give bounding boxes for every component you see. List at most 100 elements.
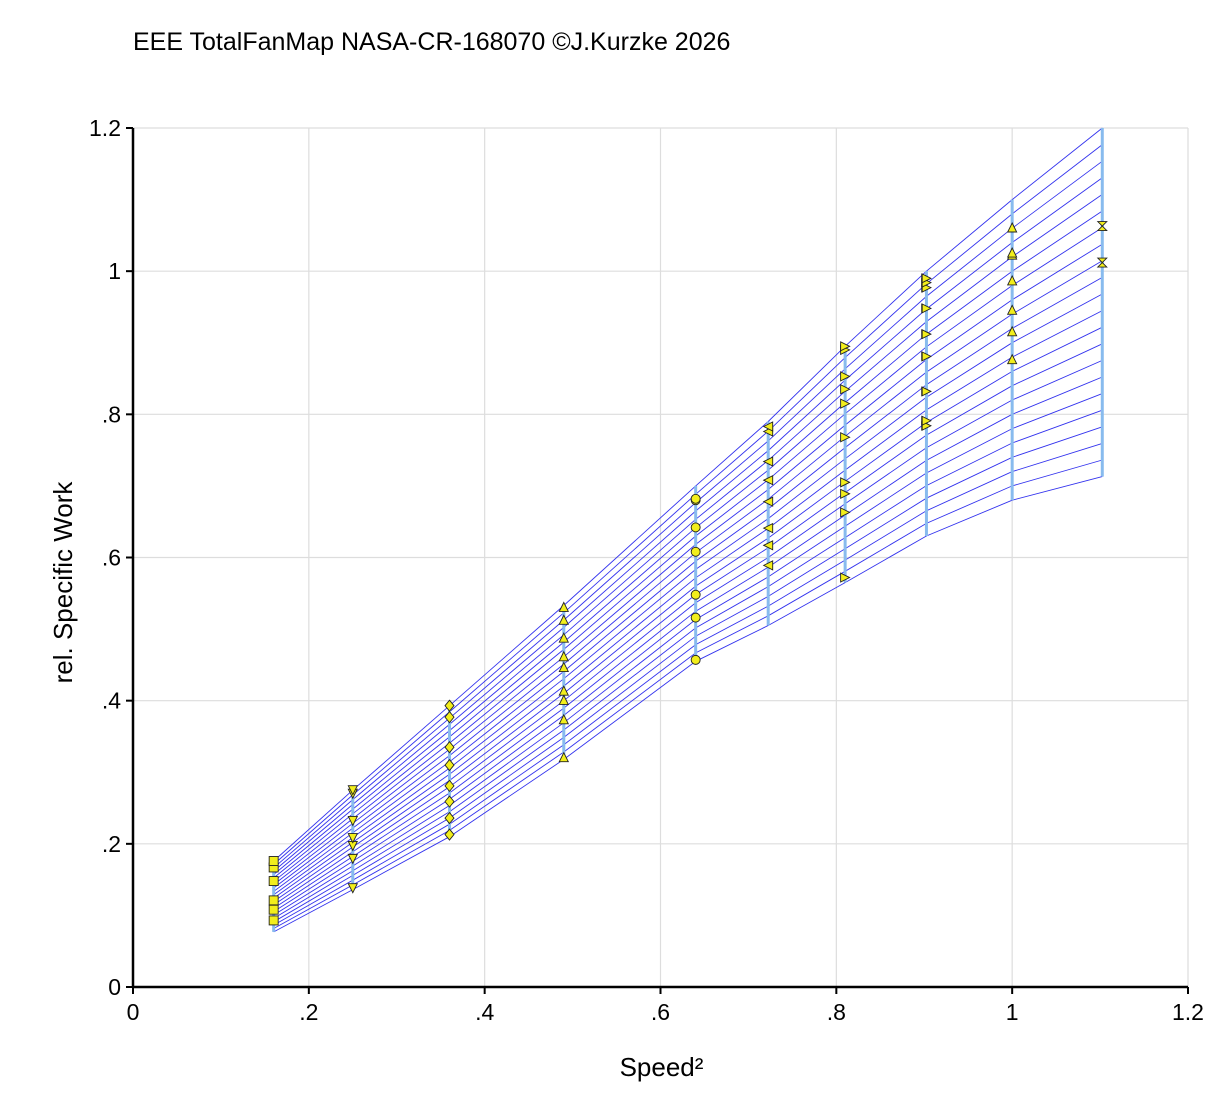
x-tick-label: .8: [827, 999, 846, 1025]
data-point: [444, 779, 455, 793]
data-point: [840, 384, 851, 395]
y-tick-label: .4: [102, 688, 121, 714]
data-point: [1006, 353, 1018, 365]
data-point: [840, 432, 851, 443]
beta-line: [273, 393, 1103, 916]
data-point: [268, 904, 279, 915]
data-point: [444, 828, 455, 841]
chart-title: EEE TotalFanMap NASA-CR-168070 ©J.Kurzke…: [133, 28, 731, 56]
data-point: [444, 795, 455, 808]
beta-line: [273, 293, 1103, 896]
beta-line: [273, 277, 1103, 892]
data-point: [558, 685, 570, 696]
data-point: [347, 815, 359, 827]
data-point: [840, 488, 851, 500]
data-point: [762, 540, 774, 551]
data-point: [347, 883, 359, 894]
data-point: [1006, 221, 1018, 233]
beta-line: [273, 260, 1103, 889]
data-point: [268, 895, 279, 906]
beta-lines: [273, 127, 1103, 933]
y-tick-label: .6: [102, 545, 121, 571]
data-point: [690, 654, 701, 665]
data-point: [840, 398, 851, 409]
x-axis-label: Speed²: [620, 1052, 704, 1082]
beta-line: [273, 459, 1103, 929]
x-tick-label: .2: [299, 999, 318, 1025]
beta-line: [273, 426, 1103, 923]
beta-line: [273, 177, 1103, 872]
beta-line: [273, 144, 1103, 865]
data-point: [840, 371, 851, 382]
y-tick-label: .2: [102, 831, 121, 857]
beta-line: [273, 243, 1103, 885]
data-point: [444, 710, 455, 724]
data-point: [558, 694, 570, 705]
data-point: [558, 632, 570, 643]
data-point: [268, 915, 279, 926]
data-point: [558, 614, 570, 625]
grid-lines: [133, 127, 1189, 987]
x-tick-label: .4: [475, 999, 494, 1025]
beta-line: [273, 476, 1103, 933]
beta-line: [273, 194, 1103, 875]
y-tick-label: .8: [102, 401, 121, 427]
data-point: [558, 601, 570, 612]
y-tick-label: 1.2: [89, 115, 121, 141]
data-point: [558, 650, 570, 662]
data-point: [444, 811, 455, 825]
beta-line: [273, 442, 1103, 926]
data-point: [1006, 247, 1018, 258]
beta-line: [273, 359, 1103, 909]
beta-line: [273, 343, 1103, 906]
data-point: [762, 421, 774, 432]
beta-line: [273, 376, 1103, 912]
data-point: [268, 856, 279, 866]
beta-line: [273, 210, 1103, 879]
data-point: [1006, 304, 1018, 315]
data-point: [762, 560, 774, 571]
data-point: [558, 751, 570, 763]
data-point: [762, 522, 774, 534]
data-point: [762, 474, 774, 486]
data-point: [558, 713, 570, 725]
data-point: [1096, 257, 1108, 268]
data-point: [347, 785, 359, 796]
y-tick-label: 0: [108, 974, 121, 1000]
x-tick-label: 0: [127, 999, 140, 1025]
data-markers: [268, 221, 1108, 926]
x-tick-label: .6: [651, 999, 670, 1025]
speed-lines: [272, 128, 1104, 932]
data-point: [1006, 274, 1018, 286]
data-point: [444, 699, 455, 712]
beta-line: [273, 227, 1103, 882]
data-point: [840, 572, 851, 583]
data-point: [840, 341, 851, 352]
beta-line: [273, 127, 1103, 862]
data-point: [690, 589, 701, 600]
x-tick-label: 1: [1006, 999, 1019, 1025]
data-point: [840, 477, 851, 488]
data-point: [268, 876, 279, 887]
data-point: [347, 833, 359, 844]
data-point: [690, 522, 701, 533]
y-tick-label: 1: [108, 258, 121, 284]
beta-line: [273, 409, 1103, 919]
data-point: [690, 493, 701, 504]
y-axis-label: rel. Specific Work: [48, 481, 78, 684]
data-point: [690, 612, 701, 623]
beta-line: [273, 310, 1103, 899]
axes: [126, 127, 1189, 994]
data-point: [1096, 221, 1108, 232]
data-point: [840, 507, 851, 518]
data-point: [444, 758, 455, 772]
beta-line: [273, 160, 1103, 869]
x-tick-label: 1.2: [1172, 999, 1204, 1025]
data-point: [444, 740, 455, 754]
data-point: [762, 496, 774, 507]
data-point: [347, 853, 359, 865]
data-point: [1006, 325, 1018, 337]
data-point: [558, 661, 570, 672]
tick-labels: 0 .2 .4 .6 .8 1 1.2 0 .2 .4 .6 .8 1 1.2: [89, 115, 1204, 1025]
